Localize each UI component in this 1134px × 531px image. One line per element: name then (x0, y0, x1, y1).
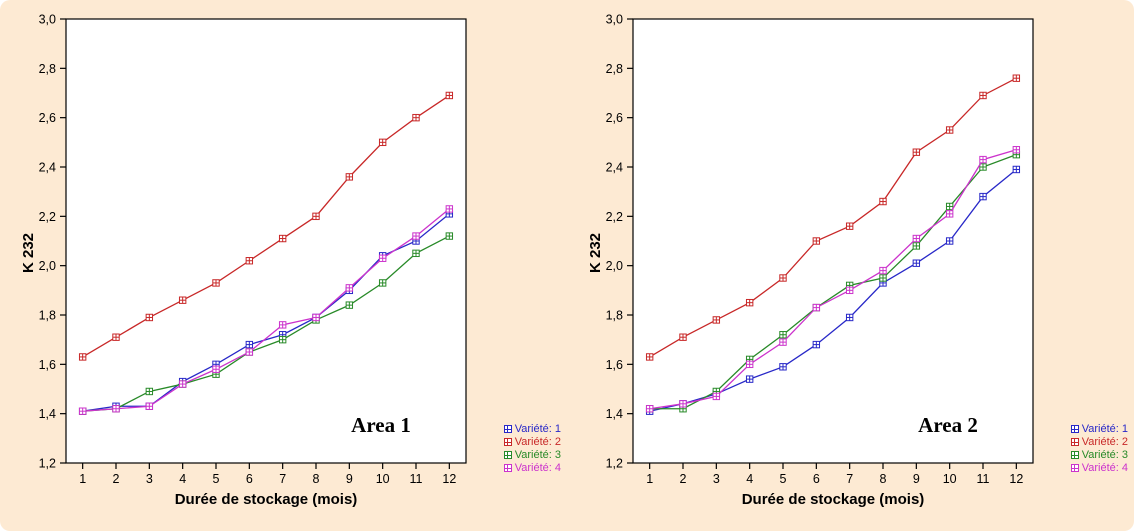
legend-marker-variete-1-icon (1070, 425, 1079, 433)
legend-label: Variété: 4 (514, 462, 561, 474)
legend-marker-variete-2-icon (503, 438, 512, 446)
area-label-2: Area 2 (918, 413, 978, 437)
series-2 (645, 74, 1021, 361)
x-tick-label: 12 (1009, 472, 1023, 486)
legend-item: Variété: 4 (503, 462, 561, 474)
x-tick-label: 7 (846, 472, 853, 486)
y-tick-label: 2,4 (39, 161, 56, 175)
x-tick-label: 10 (376, 472, 390, 486)
x-tick-label: 4 (179, 472, 186, 486)
y-tick-label: 2,0 (606, 259, 623, 273)
legend-area-1: Variété: 1 Variété: 2 Variété: 3 Variété… (503, 423, 561, 474)
x-tick-label: 10 (943, 472, 957, 486)
x-axis-title: Durée de stockage (mois) (174, 491, 358, 508)
x-tick-label: 11 (410, 472, 423, 486)
plot-frame (632, 18, 1034, 464)
legend-marker-variete-2-icon (1070, 438, 1079, 446)
x-tick-label: 11 (977, 472, 990, 486)
series-4 (78, 205, 454, 415)
legend-marker-variete-3-icon (503, 451, 512, 459)
y-tick-label: 2,8 (39, 62, 56, 76)
x-tick-label: 2 (113, 472, 120, 486)
area-label-1: Area 1 (351, 413, 411, 437)
legend-label: Variété: 3 (1081, 449, 1128, 461)
x-tick-label: 1 (79, 472, 86, 486)
x-tick-label: 6 (813, 472, 820, 486)
x-tick-label: 9 (913, 472, 920, 486)
y-tick-label: 1,4 (39, 407, 56, 421)
x-axis-title: Durée de stockage (mois) (741, 491, 925, 508)
legend-label: Variété: 2 (514, 436, 561, 448)
y-tick-label: 1,4 (606, 407, 623, 421)
x-tick-label: 3 (146, 472, 153, 486)
legend-marker-variete-4-icon (503, 464, 512, 472)
x-tick-label: 1 (646, 472, 653, 486)
legend-item: Variété: 1 (1070, 423, 1128, 435)
legend-marker-variete-3-icon (1070, 451, 1079, 459)
legend-item: Variété: 2 (503, 436, 561, 448)
x-tick-label: 6 (246, 472, 253, 486)
x-tick-label: 4 (746, 472, 753, 486)
legend-item: Variété: 3 (1070, 449, 1128, 461)
legend-item: Variété: 4 (1070, 462, 1128, 474)
y-tick-label: 1,8 (606, 309, 623, 323)
legend-label: Variété: 1 (1081, 423, 1128, 435)
y-tick-label: 2,6 (606, 111, 623, 125)
x-tick-label: 5 (213, 472, 220, 486)
legend-marker-variete-1-icon (503, 425, 512, 433)
y-tick-label: 2,2 (606, 210, 623, 224)
chart-panel-area-2: 1,2 1,4 1,6 1,8 2,0 2,2 2,4 2,6 2,8 3,0 1 2 3 4 5 6 7 8 9 1… (573, 5, 1128, 526)
plot-area-2: 1,21,41,61,82,02,22,42,62,83,01 2 3 4 5 6 7 8 9 1… (606, 13, 1034, 486)
legend-item: Variété: 3 (503, 449, 561, 461)
x-tick-label: 8 (880, 472, 887, 486)
y-tick-label: 2,6 (39, 111, 56, 125)
x-tick-label: 12 (442, 472, 456, 486)
legend-label: Variété: 4 (1081, 462, 1128, 474)
plot-frame (65, 18, 467, 464)
legend-label: Variété: 2 (1081, 436, 1128, 448)
x-tick-label: 7 (279, 472, 286, 486)
x-tick-label: 2 (680, 472, 687, 486)
y-axis-title: K 232 (587, 232, 604, 273)
y-axis-title: K 232 (20, 232, 37, 273)
legend-area-2: Variété: 1 Variété: 2 Variété: 3 Variété… (1070, 423, 1128, 474)
y-tick-label: 2,8 (606, 62, 623, 76)
series-2 (78, 91, 454, 361)
legend-label: Variété: 1 (514, 423, 561, 435)
chart-panel-area-1: 1,2 1,4 1,6 1,8 2,0 2,2 2,4 2,6 2,8 3,0 1 2 3 4 5 6 7 8 9 1… (6, 5, 561, 526)
y-tick-label: 3,0 (39, 13, 56, 27)
legend-marker-variete-4-icon (1070, 464, 1079, 472)
y-tick-label: 2,2 (39, 210, 56, 224)
x-tick-label: 9 (346, 472, 353, 486)
y-tick-label: 1,8 (39, 309, 56, 323)
y-tick-label: 1,6 (39, 358, 56, 372)
y-tick-label: 1,2 (606, 457, 623, 471)
plot-area-1: 1,21,41,61,82,02,22,42,62,83,01 2 3 4 5 6 7 8 9 1… (39, 13, 467, 486)
x-tick-label: 5 (780, 472, 787, 486)
y-tick-label: 3,0 (606, 13, 623, 27)
y-tick-label: 2,0 (39, 259, 56, 273)
legend-item: Variété: 2 (1070, 436, 1128, 448)
y-tick-label: 1,2 (39, 457, 56, 471)
series-4 (645, 146, 1021, 413)
legend-item: Variété: 1 (503, 423, 561, 435)
x-tick-label: 8 (313, 472, 320, 486)
x-tick-label: 3 (713, 472, 720, 486)
y-tick-label: 1,6 (606, 358, 623, 372)
legend-label: Variété: 3 (514, 449, 561, 461)
y-tick-label: 2,4 (606, 161, 623, 175)
